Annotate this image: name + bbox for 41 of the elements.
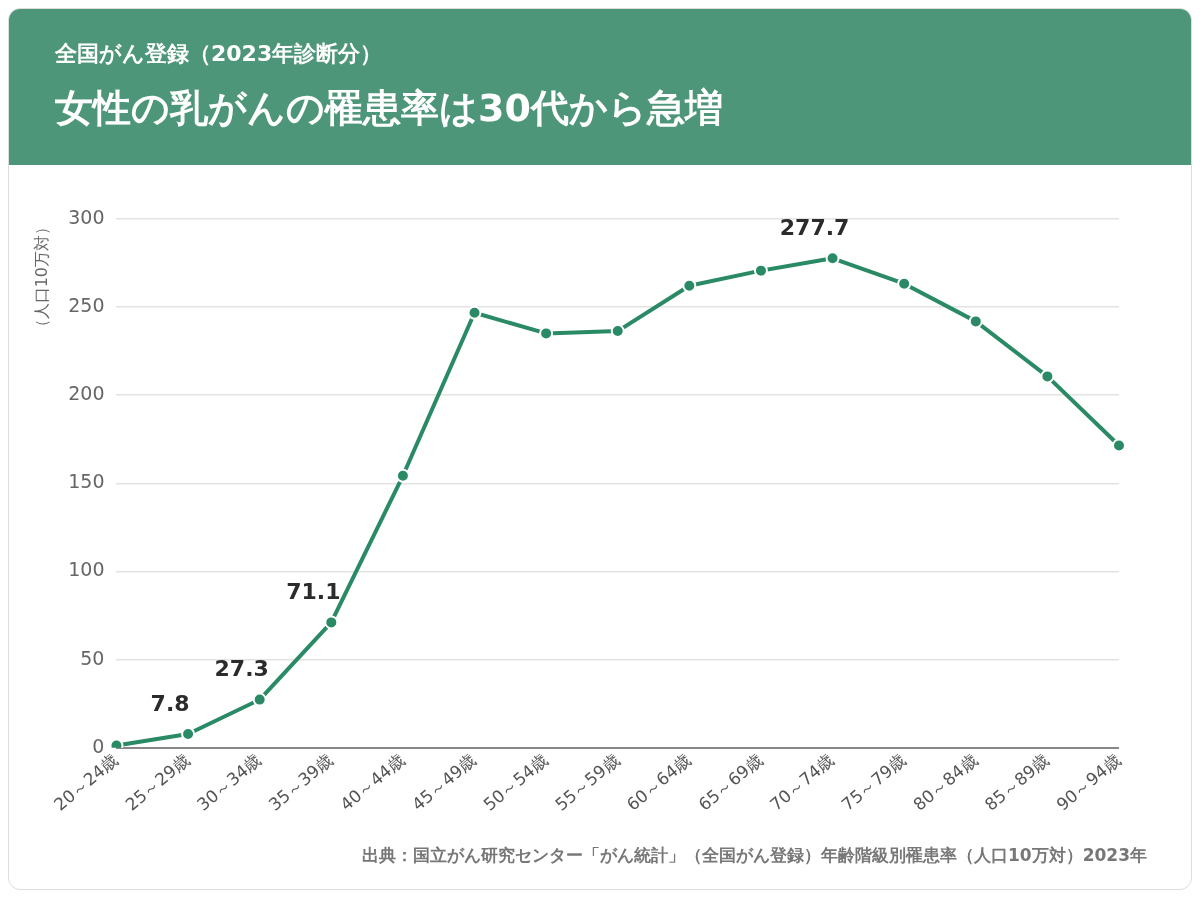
- x-tick-label: 60～64歳: [622, 749, 695, 815]
- y-tick-label: 100: [68, 558, 105, 581]
- x-tick-label: 85～89歳: [980, 749, 1053, 815]
- x-tick-label: 80～84歳: [909, 749, 982, 815]
- point: [324, 615, 339, 630]
- x-tick-label: 90～94歳: [1052, 749, 1125, 815]
- y-tick-label: 250: [68, 294, 105, 317]
- chart-subtitle: 全国がん登録（2023年診断分）: [55, 40, 384, 68]
- point: [753, 263, 768, 278]
- point: [395, 468, 410, 483]
- point: [968, 314, 983, 329]
- data-label: 7.8: [150, 690, 190, 716]
- x-tick-label: 25～29歳: [121, 749, 194, 815]
- y-tick-label: 50: [80, 646, 105, 669]
- x-tick-label: 75～79歳: [837, 749, 910, 815]
- data-label: 27.3: [214, 656, 269, 682]
- x-tick-label: 45～49歳: [407, 749, 480, 815]
- x-tick-label: 70～74歳: [765, 749, 838, 815]
- y-tick-label: 300: [68, 205, 105, 228]
- y-tick-label: 0: [92, 734, 105, 757]
- chart-title: 女性の乳がんの罹患率は30代から急増: [55, 85, 724, 132]
- point: [825, 251, 840, 266]
- x-tick-label: 30～34歳: [193, 749, 266, 815]
- y-tick-label: 200: [68, 382, 105, 405]
- point: [252, 692, 267, 707]
- point: [897, 276, 912, 291]
- x-tick-label: 65～69歳: [694, 749, 767, 815]
- data-label: 71.1: [286, 579, 341, 605]
- point: [467, 305, 482, 320]
- y-axis-title: （人口10万対）: [31, 219, 51, 336]
- x-tick-label: 55～59歳: [551, 749, 624, 815]
- x-tick-label: 35～39歳: [264, 749, 337, 815]
- point: [682, 278, 697, 293]
- source-note: 出典：国立がん研究センター「がん統計」（全国がん登録）年齢階級別罹患率（人口10万対）2023年: [362, 844, 1147, 867]
- point: [539, 326, 554, 341]
- point: [1112, 438, 1126, 453]
- point: [1040, 369, 1055, 384]
- x-tick-label: 50～54歳: [479, 749, 552, 815]
- x-tick-label: 40～44歳: [336, 749, 409, 815]
- data-label: 277.7: [779, 215, 850, 241]
- y-tick-label: 150: [68, 470, 105, 493]
